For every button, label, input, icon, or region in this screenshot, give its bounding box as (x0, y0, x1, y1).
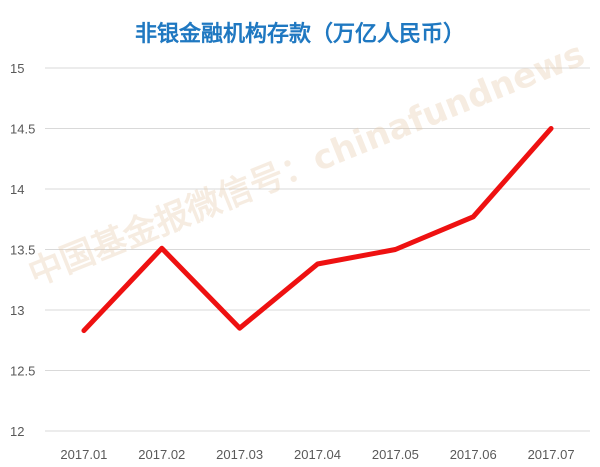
y-tick-label: 14 (10, 182, 24, 197)
x-tick-label: 2017.04 (294, 447, 341, 462)
y-tick-label: 12.5 (10, 364, 35, 379)
y-tick-label: 13.5 (10, 243, 35, 258)
x-tick-label: 2017.01 (60, 447, 107, 462)
x-tick-label: 2017.06 (450, 447, 497, 462)
y-tick-label: 12 (10, 424, 24, 439)
x-tick-label: 2017.05 (372, 447, 419, 462)
y-tick-label: 14.5 (10, 122, 35, 137)
x-tick-label: 2017.02 (138, 447, 185, 462)
y-tick-label: 13 (10, 303, 24, 318)
x-tick-label: 2017.07 (528, 447, 575, 462)
x-tick-label: 2017.03 (216, 447, 263, 462)
chart-title: 非银金融机构存款（万亿人民币） (134, 22, 465, 47)
y-tick-label: 15 (10, 61, 24, 76)
